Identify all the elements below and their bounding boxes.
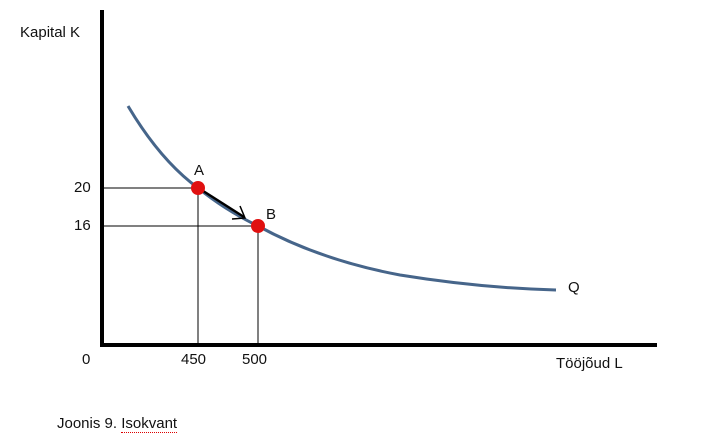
point-a-label: A xyxy=(194,162,205,179)
x-tick-500: 500 xyxy=(242,351,268,368)
point-a xyxy=(191,181,205,195)
y-tick-16: 16 xyxy=(74,217,91,234)
arrow-head-icon xyxy=(231,205,247,220)
x-tick-450: 450 xyxy=(181,351,207,368)
origin-label: 0 xyxy=(82,351,91,368)
y-axis-label: Kapital K xyxy=(20,24,81,41)
point-b xyxy=(251,219,265,233)
caption-title: Isokvant xyxy=(121,415,178,433)
figure-caption: Joonis 9. Isokvant xyxy=(57,415,178,433)
y-tick-20: 20 xyxy=(74,179,91,196)
isoquant-curve xyxy=(126,105,557,292)
curve-label: Q xyxy=(568,279,580,296)
caption-prefix: Joonis 9. xyxy=(57,415,122,432)
point-b-label: B xyxy=(266,206,277,223)
x-axis-label: Tööjõud L xyxy=(556,355,623,372)
movement-arrow xyxy=(199,187,245,219)
